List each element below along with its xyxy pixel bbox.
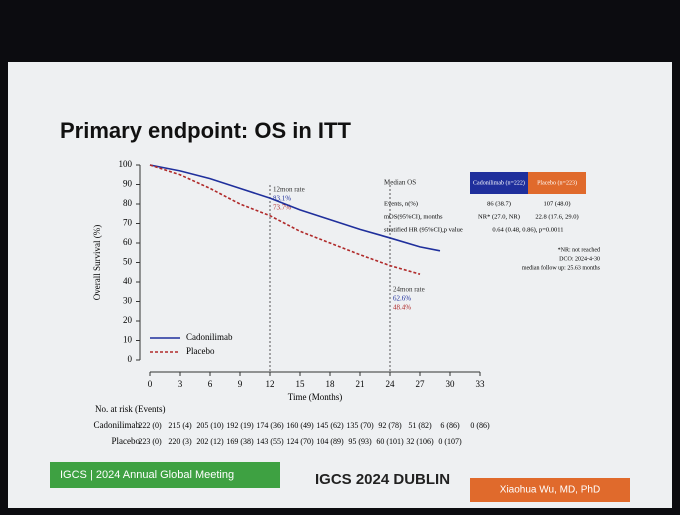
annotation-text: 24mon rate [393,286,425,294]
table-note: DCO: 2024-4-30 [559,256,600,262]
table-cell: stratified HR (95%CI),p value [384,226,463,233]
x-axis-label: Time (Months) [288,392,342,402]
risk-row-name: Cadonilimab [94,420,141,430]
y-tick-label: 10 [123,335,133,345]
risk-cell: 104 (89) [316,437,344,446]
risk-row-name: Placebo [112,436,141,446]
table-cell: NR* (27.0, NR) [478,213,520,220]
y-tick-label: 100 [119,159,133,169]
x-tick-label: 27 [416,379,426,389]
risk-cell: 60 (101) [376,437,404,446]
table-header: Cadonilimab (n=222) [473,179,525,186]
survival-curve [149,164,421,275]
risk-cell: 32 (106) [406,437,434,446]
slide-title: Primary endpoint: OS in ITT [60,118,351,143]
risk-cell: 92 (78) [378,421,402,430]
risk-cell: 160 (49) [286,421,314,430]
risk-cell: 145 (62) [316,421,344,430]
risk-cell: 223 (0) [138,437,162,446]
table-header-bg [528,172,586,194]
risk-cell: 124 (70) [286,437,314,446]
risk-cell: 202 (12) [196,437,224,446]
risk-cell: 215 (4) [168,421,192,430]
risk-cell: 205 (10) [196,421,224,430]
y-tick-label: 0 [128,354,133,364]
risk-cell: 0 (107) [438,437,462,446]
risk-cell: 192 (19) [226,421,254,430]
y-tick-label: 50 [123,257,133,267]
footer-left: IGCS | 2024 Annual Global Meeting [60,469,234,481]
table-cell: 22.8 (17.6, 29.0) [535,213,578,220]
x-tick-label: 18 [326,379,336,389]
table-note: *NR: not reached [558,247,600,253]
table-cell: mOS(95%CI), months [384,213,443,220]
y-tick-label: 40 [123,276,133,286]
footer-center: IGCS 2024 DUBLIN [315,471,450,488]
annotation-text: 83.1% [273,195,291,203]
table-header: Median OS [384,179,416,187]
table-cell: Events, n(%) [384,200,418,207]
risk-cell: 174 (36) [256,421,284,430]
annotation-text: 12mon rate [273,186,305,194]
slide [8,62,672,508]
risk-cell: 6 (86) [440,421,460,430]
legend-label: Placebo [186,346,215,356]
y-tick-label: 80 [123,198,133,208]
risk-cell: 169 (38) [226,437,254,446]
x-tick-label: 24 [386,379,396,389]
x-tick-label: 21 [356,379,365,389]
risk-cell: 222 (0) [138,421,162,430]
risk-cell: 95 (93) [348,437,372,446]
annotation-text: 73.7% [273,204,291,212]
footer-right-bg [470,478,630,502]
x-tick-label: 9 [238,379,243,389]
table-cell: 86 (38.7) [487,200,511,207]
risk-cell: 135 (70) [346,421,374,430]
table-note: median follow up: 25.63 months [522,264,601,271]
footer-left-bg [50,462,280,488]
y-tick-label: 70 [123,218,133,228]
x-tick-label: 12 [266,379,275,389]
y-axis-label: Overall Survival (%) [92,225,102,300]
x-tick-label: 6 [208,379,213,389]
table-cell: 107 (48.0) [543,200,570,207]
x-tick-label: 33 [476,379,486,389]
risk-cell: 143 (55) [256,437,284,446]
survival-curve [149,164,441,252]
x-tick-label: 30 [446,379,456,389]
x-tick-label: 0 [148,379,153,389]
y-tick-label: 60 [123,237,133,247]
risk-cell: 220 (3) [168,437,192,446]
x-tick-label: 15 [296,379,306,389]
y-tick-label: 30 [123,296,133,306]
y-tick-label: 90 [123,179,133,189]
risk-cell: 0 (86) [470,421,490,430]
risk-title: No. at risk (Events) [95,404,165,414]
annotation-text: 48.4% [393,304,411,312]
risk-cell: 51 (82) [408,421,432,430]
x-tick-label: 3 [178,379,183,389]
table-cell: 0.64 (0.48, 0.86), p=0.0011 [492,226,563,233]
table-header: Placebo (n=223) [537,179,577,186]
table-header-bg [470,172,528,194]
footer-right: Xiaohua Wu, MD, PhD [500,485,600,496]
legend-label: Cadonilimab [186,332,233,342]
y-tick-label: 20 [123,315,133,325]
annotation-text: 62.6% [393,295,411,303]
